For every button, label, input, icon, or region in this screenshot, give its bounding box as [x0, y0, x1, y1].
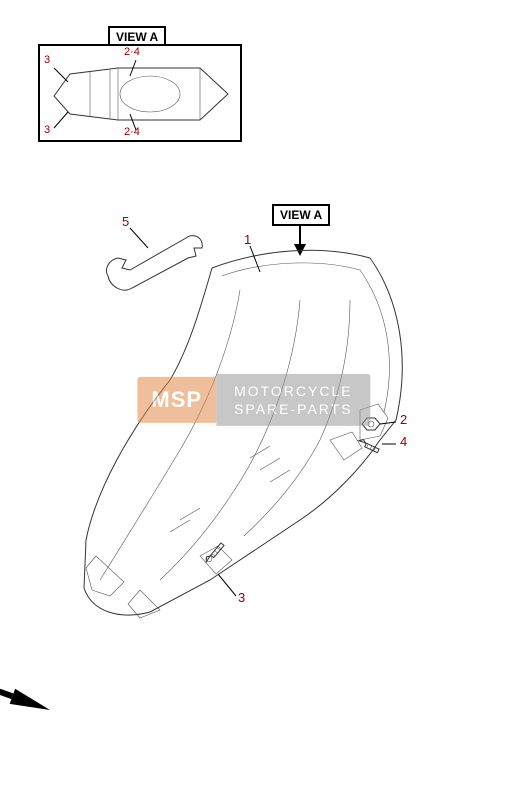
part-nut	[362, 418, 380, 430]
callout-3: 3	[238, 590, 245, 605]
part-screw-3	[204, 542, 224, 564]
part-fender	[84, 250, 402, 618]
diagram-canvas: VIEW A 3 2·4 3 2·4	[0, 0, 508, 800]
callout-5: 5	[122, 214, 129, 229]
view-a-arrow-icon	[294, 226, 306, 256]
main-drawing	[0, 0, 508, 800]
callout-4: 4	[400, 434, 407, 449]
callout-2: 2	[400, 412, 407, 427]
orientation-arrow-icon	[0, 684, 53, 718]
part-wrench	[106, 236, 202, 290]
main-view-label: VIEW A	[272, 204, 330, 226]
callout-1: 1	[244, 232, 251, 247]
